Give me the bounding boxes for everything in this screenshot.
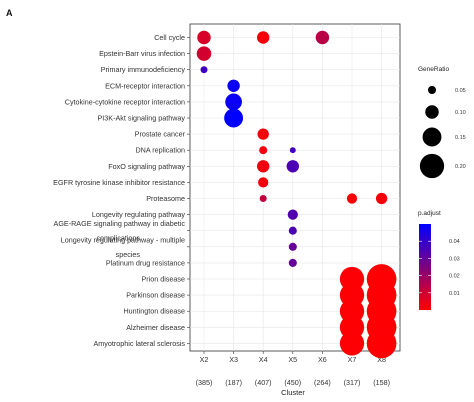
y-axis-labels: Cell cycle Epstein-Barr virus infection Pr… <box>53 33 190 348</box>
x-tick-label: X6 <box>318 355 327 364</box>
size-legend-dot <box>419 153 445 179</box>
data-point <box>197 30 211 45</box>
data-point <box>288 242 297 251</box>
y-tick-label: FoxO signaling pathway <box>108 162 185 171</box>
data-point <box>258 177 269 188</box>
size-legend: GeneRatio 0.05 0.10 0.15 0.20 <box>418 66 466 179</box>
x-tick-label: X7 <box>348 355 357 364</box>
data-point <box>366 328 397 359</box>
x-tick-label: X4 <box>259 355 268 364</box>
x-count-label: (450) <box>284 378 301 387</box>
y-tick-label: PI3K-Akt signaling pathway <box>98 114 186 123</box>
data-point <box>200 66 208 74</box>
y-tick-label: Longevity regulating pathway - multiple s… <box>61 235 185 258</box>
x-tick-label: X3 <box>229 355 238 364</box>
size-legend-label: 0.10 <box>455 110 466 116</box>
y-tick-label: ECM-receptor interaction <box>105 81 185 90</box>
x-count-label: (407) <box>255 378 272 387</box>
color-legend-bar <box>419 224 431 310</box>
size-legend-label: 0.15 <box>455 135 466 141</box>
size-legend-dot <box>425 105 439 119</box>
data-point <box>286 160 299 173</box>
y-tick-label: Longevity regulating pathway <box>92 210 186 219</box>
data-point <box>257 128 269 140</box>
y-tick-label: Epstein-Barr virus infection <box>99 49 185 58</box>
x-count-label: (385) <box>196 378 213 387</box>
data-point <box>287 209 298 220</box>
size-legend-label: 0.20 <box>455 164 466 170</box>
data-points <box>196 30 397 359</box>
data-point <box>257 31 270 44</box>
color-legend-label: 0.03 <box>449 256 460 262</box>
x-tick-label: X5 <box>288 355 297 364</box>
x-count-label: (264) <box>314 378 331 387</box>
x-count-label: (317) <box>344 378 361 387</box>
data-point <box>259 195 267 202</box>
data-point <box>224 108 244 128</box>
y-tick-label: Huntington disease <box>123 307 185 316</box>
y-tick-label: AGE-RAGE signaling pathway in diabetic co… <box>54 219 186 243</box>
x-axis-labels: X2 (385) X3 (187) X4 (407) X5 (450) X6 (264) X7 (31… <box>196 351 390 387</box>
data-point <box>346 193 358 204</box>
color-legend: p.adjust 0.04 0.03 0.02 0.01 <box>418 210 460 310</box>
data-point <box>196 46 212 61</box>
data-point <box>339 331 365 356</box>
color-legend-title: p.adjust <box>418 210 441 217</box>
x-tick-label: X2 <box>200 355 209 364</box>
data-point <box>315 30 330 45</box>
y-tick-label: Platinum drug resistance <box>106 258 185 267</box>
data-point <box>375 192 388 205</box>
color-legend-label: 0.04 <box>449 239 460 245</box>
size-legend-dot <box>422 127 442 147</box>
y-tick-label: Parkinson disease <box>126 291 185 300</box>
data-point <box>289 147 296 154</box>
size-legend-label: 0.05 <box>455 88 466 94</box>
y-tick-label: Cytokine-cytokine receptor interaction <box>65 97 185 106</box>
y-tick-label: Prostate cancer <box>135 130 186 139</box>
color-legend-label: 0.02 <box>449 274 460 280</box>
data-point <box>288 226 297 235</box>
y-tick-label: Proteasome <box>146 194 185 203</box>
x-tick-label: X8 <box>377 355 386 364</box>
data-point <box>225 93 242 111</box>
x-axis-title: Cluster <box>281 388 305 397</box>
y-tick-label: Primary immunodeficiency <box>101 65 186 74</box>
data-point <box>257 160 270 173</box>
x-count-label: (187) <box>225 378 242 387</box>
size-legend-dot <box>427 85 437 95</box>
y-tick-label: Amyotrophic lateral sclerosis <box>94 339 186 348</box>
color-legend-label: 0.01 <box>449 291 460 297</box>
panel-label: A <box>6 8 13 18</box>
y-tick-label: Cell cycle <box>154 33 185 42</box>
size-legend-title: GeneRatio <box>418 66 449 73</box>
y-tick-label: Alzheimer disease <box>126 323 185 332</box>
y-tick-label: EGFR tyrosine kinase inhibitor resistanc… <box>53 178 185 187</box>
x-count-label: (158) <box>373 378 390 387</box>
data-point <box>259 146 268 155</box>
y-tick-label: Prion disease <box>141 275 185 284</box>
y-tick-label: DNA replication <box>135 146 185 155</box>
data-point <box>288 258 297 267</box>
data-point <box>227 79 240 93</box>
plot-panel <box>189 23 401 352</box>
